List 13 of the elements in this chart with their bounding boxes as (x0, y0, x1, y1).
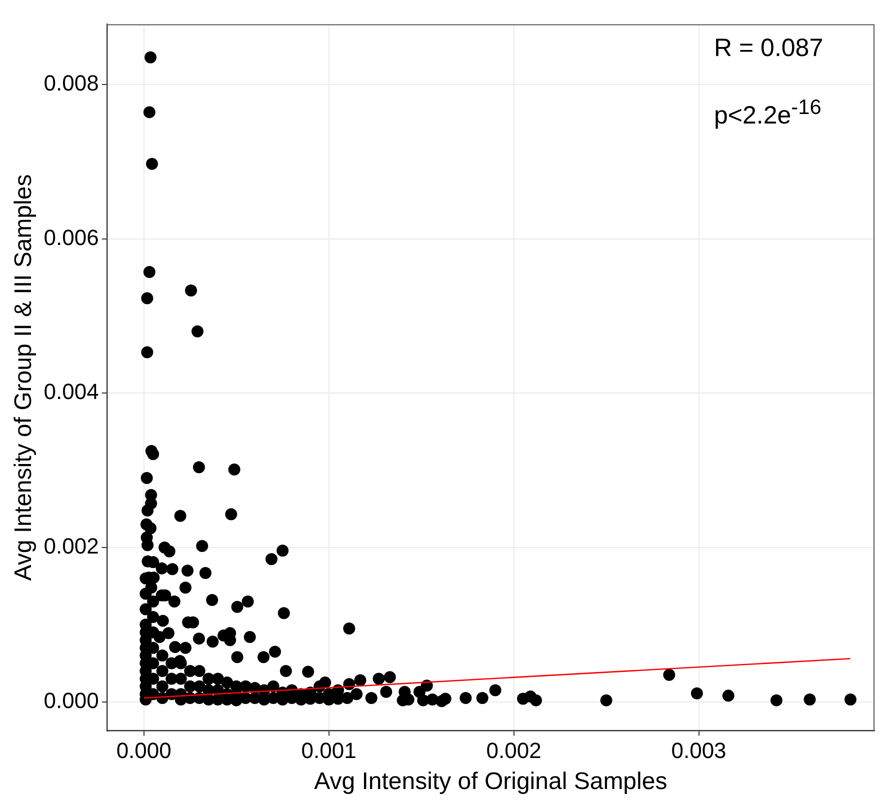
y-tick-label: 0.004 (44, 379, 99, 404)
y-axis-title: Avg Intensity of Group II & III Samples (10, 174, 38, 581)
y-tick-label: 0.000 (44, 688, 99, 713)
x-tick-label: 0.002 (486, 738, 542, 764)
annotation: R = 0.087 (714, 34, 824, 63)
annotation: p<2.2e$^{-16}$ (714, 96, 822, 130)
x-tick-label: 0.001 (301, 738, 356, 764)
y-tick-label: 0.008 (44, 70, 99, 96)
y-tick-label: 0.006 (44, 224, 99, 250)
x-axis-title: Avg Intensity of Original Samples (314, 768, 668, 796)
x-tick-label: 0.000 (116, 738, 172, 764)
x-tick-label: 0.003 (671, 738, 726, 764)
y-tick-label: 0.002 (44, 534, 99, 559)
